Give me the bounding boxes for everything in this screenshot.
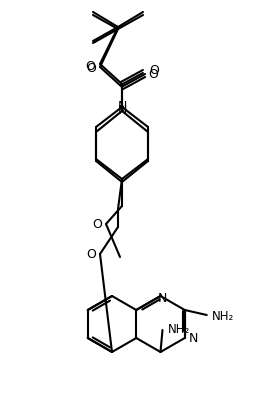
Text: O: O (92, 218, 102, 231)
Text: O: O (86, 248, 96, 261)
Text: N: N (117, 100, 127, 113)
Text: NH₂: NH₂ (212, 309, 234, 322)
Text: O: O (86, 62, 96, 74)
Text: O: O (85, 59, 95, 72)
Text: O: O (149, 64, 159, 77)
Text: N: N (117, 104, 127, 117)
Text: NH₂: NH₂ (167, 323, 190, 336)
Text: N: N (158, 292, 167, 305)
Text: O: O (148, 67, 158, 80)
Text: N: N (189, 332, 198, 345)
